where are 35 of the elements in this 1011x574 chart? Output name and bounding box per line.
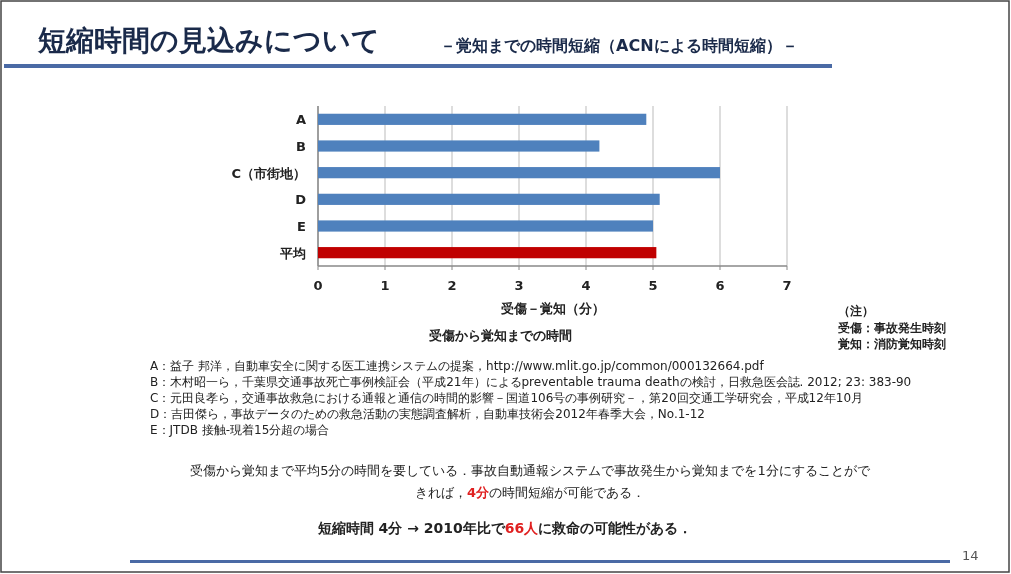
text: 短縮時間 4分 → 2010年比で66人に救命の可能性がある． xyxy=(316,520,694,538)
y-tick-label: 平均 xyxy=(279,245,306,261)
y-tick-label: D xyxy=(295,192,307,208)
x-tick-label: 0 xyxy=(313,278,323,293)
text: 受傷から覚知までの時間 xyxy=(427,327,573,345)
bar xyxy=(318,113,647,125)
text: A：益子 邦洋，自動車安全に関する医工連携システムの提案，http://www.mlit.go.jp/common/000132664.pdf xyxy=(150,358,764,375)
text: 受傷から覚知まで平均5分の時間を要している．事故自動通報システムで事故発生から覚知までを1分にすることができれば，4分の時間短縮が可能である． xyxy=(189,462,871,502)
x-tick-label: 3 xyxy=(514,278,524,293)
text: 14 xyxy=(962,548,979,563)
bar xyxy=(318,140,600,152)
text: C：元田良孝ら，交通事故救急における通報と通信の時間的影響－国道106号の事例研究－，第20回交通工学研究会，平成12年10月 xyxy=(150,390,864,407)
bar xyxy=(318,193,660,205)
bar xyxy=(318,247,657,259)
x-tick-label: 7 xyxy=(782,278,792,293)
chart-subtitle: －覚知までの時間短縮（ACNによる時間短縮）－ xyxy=(440,36,798,57)
x-tick-label: 2 xyxy=(447,278,457,293)
y-tick-label: A xyxy=(295,112,306,128)
text: D：吉田傑ら，事故データのための救急活動の実態調査解析，自動車技術会2012年春季大会，No.1-12 xyxy=(150,406,705,423)
x-tick-label: 6 xyxy=(715,278,725,293)
chart-title: 短縮時間の見込みについて xyxy=(38,23,380,59)
y-tick-label: E xyxy=(297,219,306,234)
text: 覚知：消防覚知時刻 xyxy=(838,336,946,353)
bar xyxy=(318,167,720,179)
text: 受傷：事故発生時刻 xyxy=(838,320,946,337)
x-axis-title: 受傷－覚知（分） xyxy=(499,300,606,318)
text: （注） xyxy=(838,303,874,320)
y-tick-label: C（市街地） xyxy=(231,165,306,181)
x-tick-label: 4 xyxy=(581,278,591,293)
bar xyxy=(318,220,653,232)
text: E：JTDB 接触-現着15分超の場合 xyxy=(150,422,330,439)
x-tick-label: 5 xyxy=(648,278,658,293)
text: B：木村昭一ら，千葉県交通事故死亡事例検証会（平成21年）によるpreventable trauma deathの検討，日救急医会誌. 2012; 23: 383-90 xyxy=(150,374,912,391)
y-tick-label: B xyxy=(296,139,306,154)
x-tick-label: 1 xyxy=(380,278,390,293)
